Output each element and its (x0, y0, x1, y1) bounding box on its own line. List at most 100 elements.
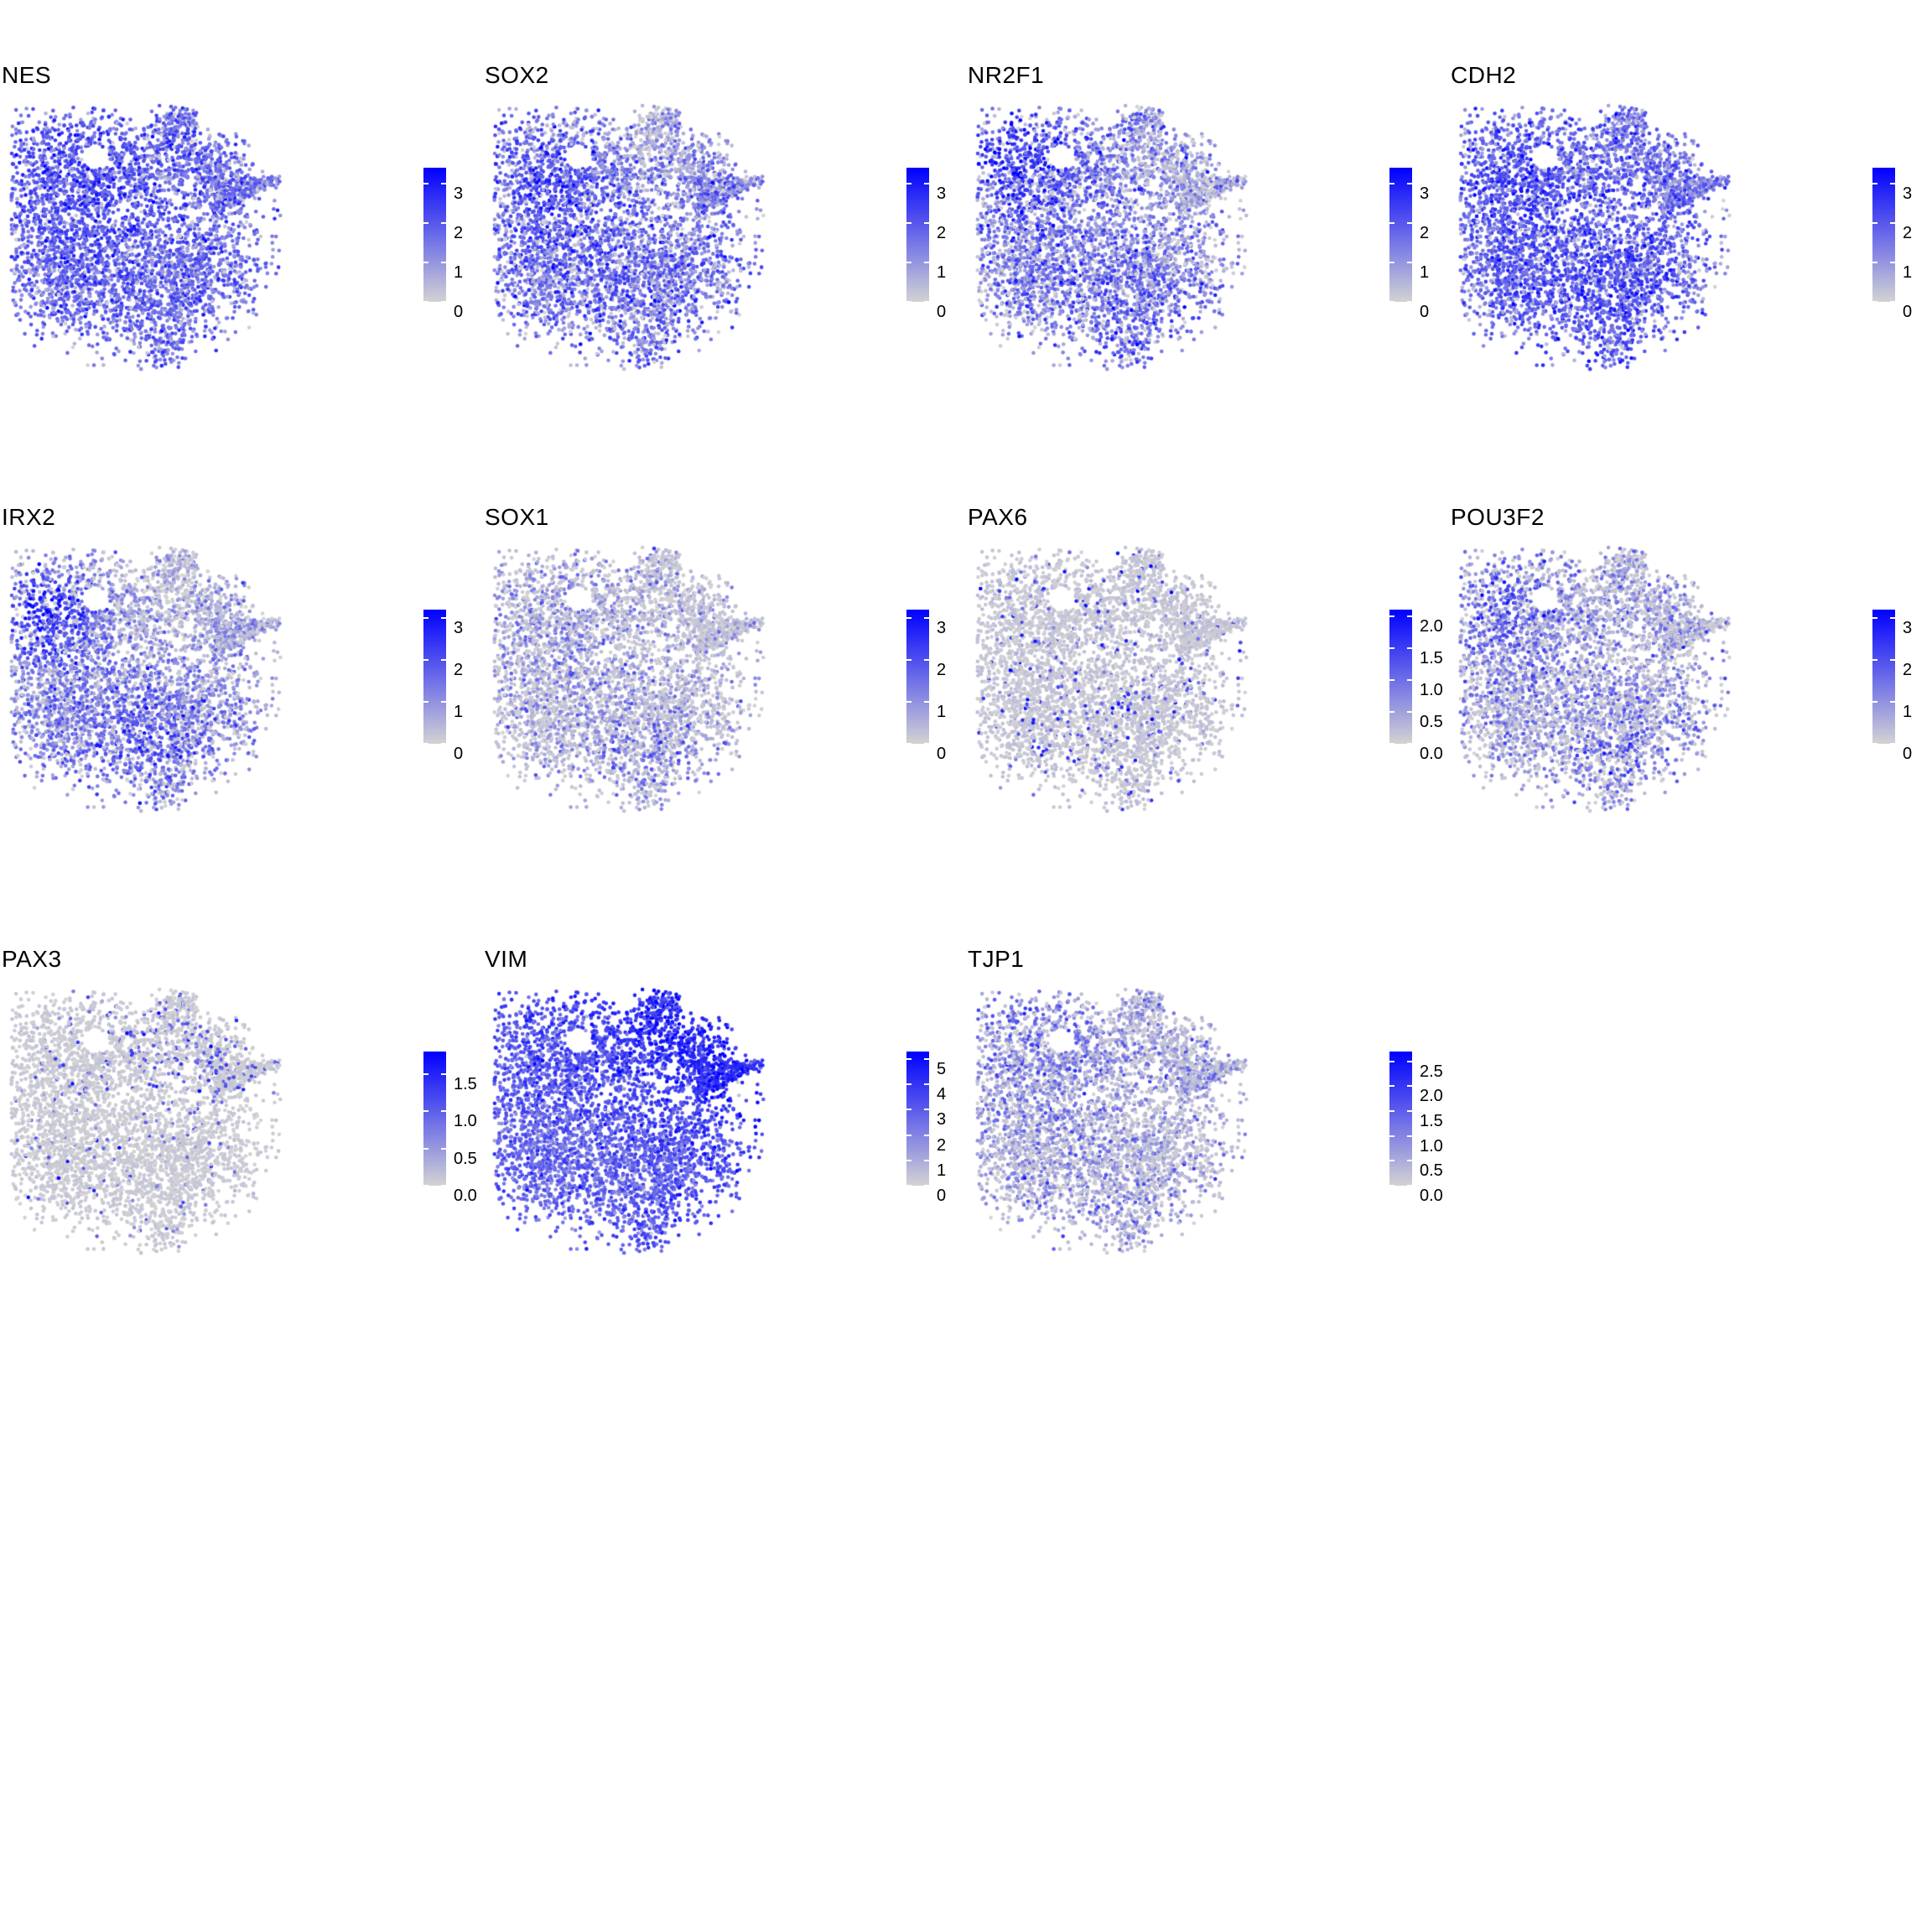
legend-tick-mark (1872, 221, 1877, 224)
colorbar-gradient (906, 168, 929, 303)
legend-tick-mark (1872, 182, 1877, 184)
legend-tick-mark (924, 617, 929, 619)
legend-tick-label: 2 (454, 661, 464, 679)
legend-tick-label: 0.0 (1420, 1187, 1443, 1205)
legend-tick-mark (441, 743, 446, 745)
legend-tick-mark (1389, 615, 1394, 617)
legend-tick-label: 0.5 (1420, 1161, 1443, 1181)
legend-tick-label: 4 (937, 1085, 947, 1104)
legend-tick-label: 1 (1903, 262, 1913, 282)
legend-tick-mark (1407, 615, 1412, 617)
panel-title-PAX6: PAX6 (968, 504, 1028, 530)
legend-tick-label: 1 (454, 703, 464, 721)
expression-colorbar-VIM: 5 4 3 2 1 0 (906, 1052, 967, 1204)
expression-colorbar-SOX1: 3 2 1 0 (906, 610, 967, 762)
legend-tick-mark (423, 301, 428, 303)
legend-tick-label: 0.0 (454, 1187, 477, 1205)
umap-scatter-IRX2 (3, 541, 288, 818)
legend-tick-label: 3 (937, 619, 947, 637)
feature-panel-PAX6: PAX6 2.0 1.5 1.0 0.5 0.0 (966, 492, 1449, 934)
feature-panel-NR2F1: NR2F1 3 2 1 0 (966, 50, 1449, 492)
legend-tick-mark (906, 221, 911, 224)
legend-tick-mark (441, 659, 446, 661)
legend-tick-label: 1.0 (1420, 680, 1443, 699)
expression-colorbar-IRX2: 3 2 1 0 (423, 610, 484, 762)
legend-tick-mark (1407, 261, 1412, 263)
legend-tick-mark (1389, 1110, 1394, 1113)
legend-tick-label: 2 (937, 661, 947, 679)
legend-tick-mark (906, 1058, 911, 1061)
legend-tick-mark (924, 1185, 929, 1187)
legend-tick-mark (1407, 678, 1412, 681)
expression-colorbar-SOX2: 3 2 1 0 (906, 168, 967, 320)
legend-tick-label: 1.5 (1420, 648, 1443, 667)
legend-tick-mark (1407, 221, 1412, 224)
legend-tick-mark (423, 659, 428, 661)
legend-tick-mark (441, 182, 446, 184)
colorbar-gradient (1389, 168, 1412, 303)
legend-tick-mark (1389, 710, 1394, 713)
legend-tick-mark (1407, 182, 1412, 184)
legend-tick-mark (924, 182, 929, 184)
legend-tick-mark (423, 221, 428, 224)
legend-tick-mark (1389, 1085, 1394, 1088)
legend-tick-label: 1.5 (1420, 1112, 1443, 1131)
panel-title-NR2F1: NR2F1 (968, 62, 1045, 88)
umap-scatter-VIM (486, 983, 771, 1259)
legend-tick-label: 3 (937, 1110, 947, 1130)
legend-tick-mark (1407, 1060, 1412, 1062)
legend-tick-mark (1890, 701, 1895, 703)
legend-tick-label: 5 (937, 1060, 947, 1079)
colorbar-gradient (423, 168, 446, 303)
legend-tick-mark (924, 701, 929, 703)
colorbar-gradient (906, 610, 929, 745)
legend-tick-mark (423, 1110, 428, 1113)
legend-tick-label: 0.5 (454, 1149, 477, 1168)
legend-tick-label: 2 (1903, 223, 1913, 242)
legend-tick-mark (906, 182, 911, 184)
legend-tick-label: 0 (937, 745, 947, 763)
legend-tick-mark (906, 659, 911, 661)
legend-tick-mark (906, 701, 911, 703)
legend-tick-mark (1407, 1135, 1412, 1137)
legend-tick-mark (1890, 301, 1895, 303)
legend-tick-mark (441, 1072, 446, 1075)
feature-panel-CDH2: CDH2 3 2 1 0 (1449, 50, 1932, 492)
legend-tick-mark (441, 221, 446, 224)
legend-tick-mark (1872, 617, 1877, 619)
expression-colorbar-NR2F1: 3 2 1 0 (1389, 168, 1450, 320)
legend-tick-mark (423, 1185, 428, 1187)
legend-tick-mark (924, 1083, 929, 1086)
legend-tick-mark (1407, 301, 1412, 303)
panel-title-POU3F2: POU3F2 (1451, 504, 1545, 530)
legend-tick-label: 0 (937, 303, 947, 321)
legend-tick-label: 1.0 (1420, 1136, 1443, 1156)
legend-tick-mark (924, 743, 929, 745)
legend-tick-mark (423, 182, 428, 184)
legend-tick-mark (924, 1159, 929, 1161)
legend-tick-label: 3 (454, 184, 464, 203)
expression-colorbar-PAX3: 1.5 1.0 0.5 0.0 (423, 1052, 484, 1204)
legend-tick-label: 0 (1903, 303, 1913, 321)
legend-tick-label: 1 (937, 703, 947, 721)
legend-tick-label: 1 (937, 262, 947, 282)
legend-tick-label: 0 (1420, 303, 1430, 321)
legend-tick-label: 2 (454, 223, 464, 242)
legend-tick-mark (1890, 261, 1895, 263)
legend-tick-label: 1 (937, 1161, 947, 1180)
legend-tick-mark (1389, 1160, 1394, 1162)
legend-tick-mark (1389, 678, 1394, 681)
panel-title-SOX2: SOX2 (485, 62, 549, 88)
umap-scatter-PAX3 (3, 983, 288, 1259)
legend-tick-label: 2.5 (1420, 1062, 1443, 1081)
legend-tick-mark (1872, 261, 1877, 263)
legend-tick-mark (441, 1110, 446, 1113)
legend-tick-mark (906, 743, 911, 745)
legend-tick-label: 0 (454, 303, 464, 321)
umap-scatter-SOX2 (486, 99, 771, 376)
legend-tick-mark (1389, 301, 1394, 303)
legend-tick-mark (423, 743, 428, 745)
feature-panel-IRX2: IRX2 3 2 1 0 (0, 492, 483, 934)
legend-tick-label: 3 (454, 619, 464, 637)
legend-tick-mark (441, 1185, 446, 1187)
